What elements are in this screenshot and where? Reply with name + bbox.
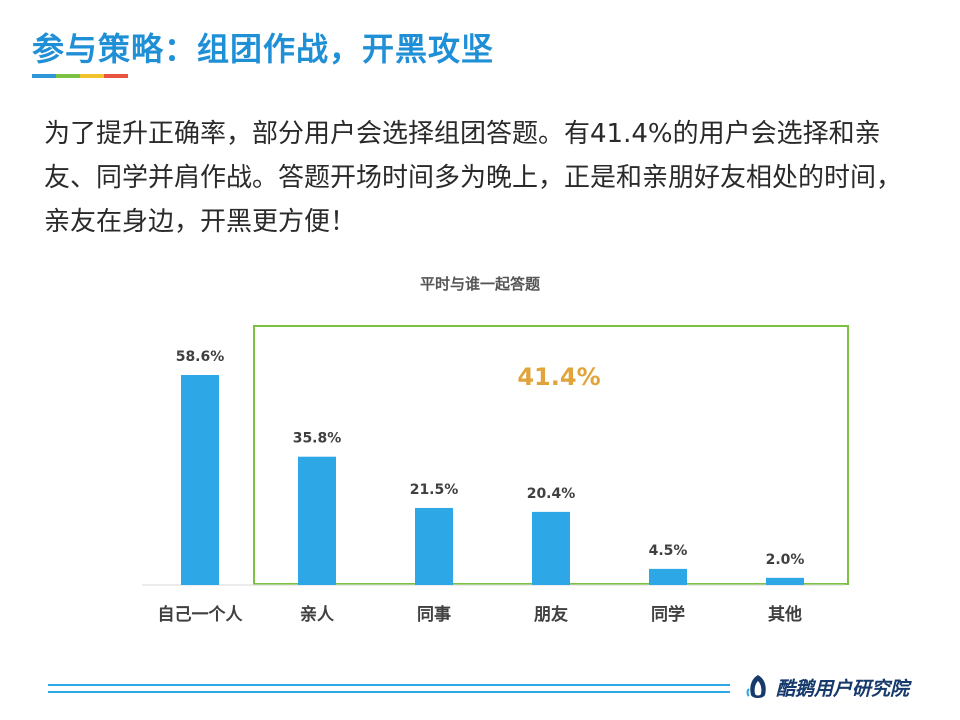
bar-2 bbox=[415, 507, 453, 585]
underline-segment-red bbox=[104, 74, 128, 78]
summary-paragraph: 为了提升正确率，部分用户会选择组团答题。有41.4%的用户会选择和亲友、同学并肩… bbox=[44, 119, 903, 237]
underline-segment-blue bbox=[32, 74, 56, 78]
footer-line-top bbox=[48, 684, 730, 686]
footer-line-bottom bbox=[48, 691, 730, 693]
footer-brand-name: 酷鹅用户研究院 bbox=[776, 677, 910, 700]
value-label-5: 2.0% bbox=[766, 552, 805, 568]
category-label-4: 同学 bbox=[651, 604, 685, 625]
category-label-5: 其他 bbox=[768, 604, 802, 625]
slide-title: 参与策略：组团作战，开黑攻坚 bbox=[32, 30, 495, 68]
bar-0 bbox=[181, 375, 219, 585]
category-label-1: 亲人 bbox=[300, 604, 335, 625]
chart-title: 平时与谁一起答题 bbox=[420, 275, 541, 293]
value-label-3: 20.4% bbox=[527, 486, 576, 502]
value-label-1: 35.8% bbox=[293, 431, 342, 447]
category-label-2: 同事 bbox=[417, 605, 451, 625]
bar-3 bbox=[532, 511, 570, 585]
value-label-2: 21.5% bbox=[410, 482, 459, 498]
underline-segment-yellow bbox=[80, 74, 104, 78]
title-underline bbox=[32, 74, 128, 78]
bar-1 bbox=[298, 456, 336, 585]
underline-segment-green bbox=[56, 74, 80, 78]
bar-chart: 平时与谁一起答题 41.4% 58.6% 自己一个人 35.8% 亲人 21.5% 同事 20.… bbox=[142, 275, 849, 625]
category-label-0: 自己一个人 bbox=[158, 604, 244, 625]
bar-4 bbox=[649, 568, 687, 585]
category-label-3: 朋友 bbox=[534, 604, 568, 625]
highlight-label: 41.4% bbox=[517, 363, 600, 391]
bar-5 bbox=[766, 577, 804, 585]
value-label-0: 58.6% bbox=[176, 349, 225, 365]
footer-logo: 酷鹅用户研究院 bbox=[746, 672, 909, 702]
penguin-logo-icon bbox=[746, 675, 766, 698]
value-label-4: 4.5% bbox=[649, 543, 688, 559]
